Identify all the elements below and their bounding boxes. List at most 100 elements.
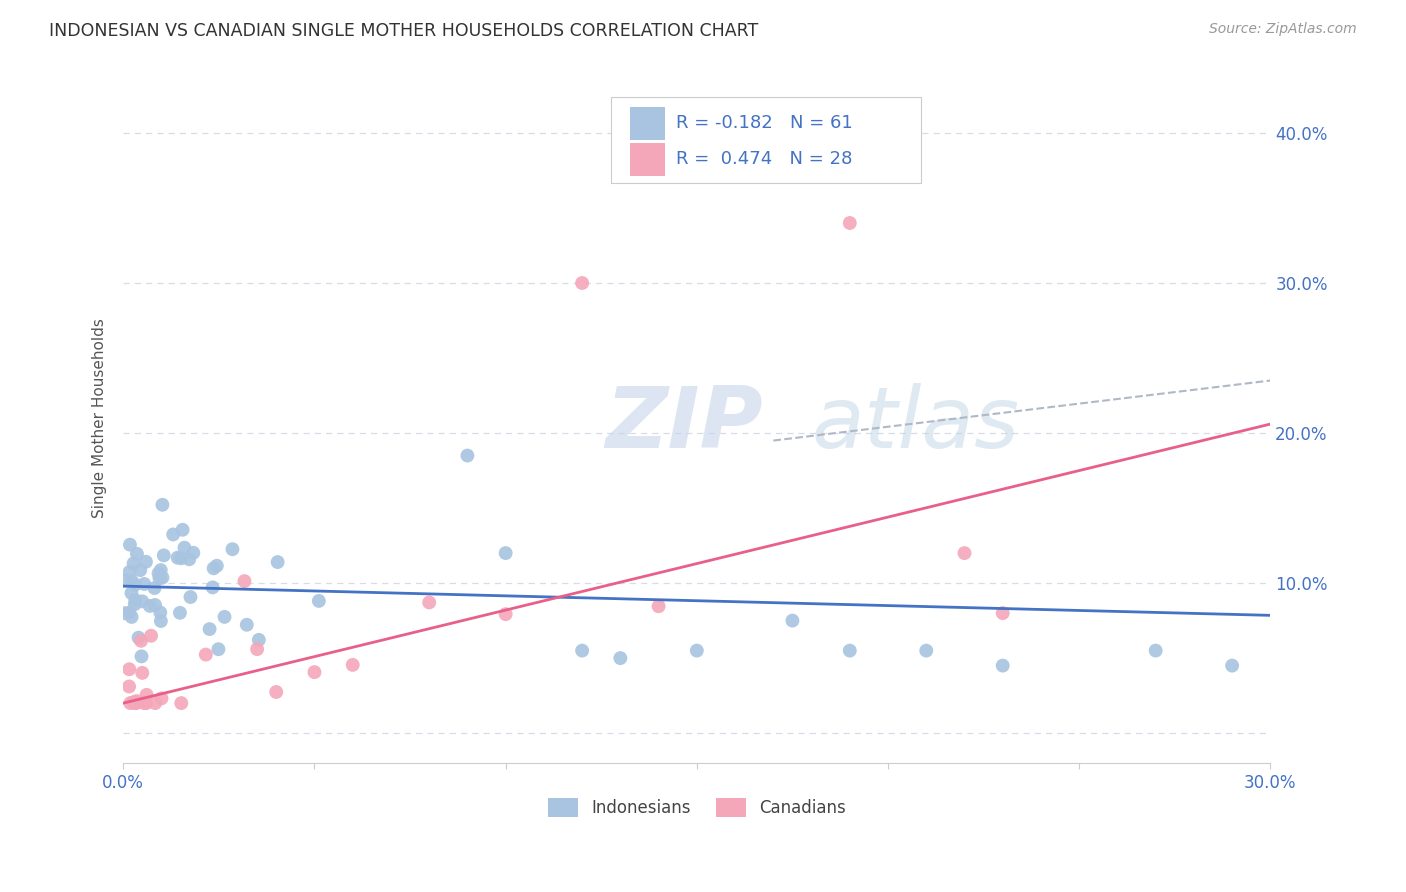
Point [149,614,172,628]
Point [143,598,166,612]
Point [139,629,162,643]
Text: atlas: atlas [811,384,1019,467]
Point [198,622,221,636]
Point [172,523,194,537]
Text: R =  0.474   N = 28: R = 0.474 N = 28 [676,150,852,169]
Point [124,696,146,710]
Point [114,606,136,620]
Point [170,551,193,566]
Point [179,590,201,604]
Text: INDONESIAN VS CANADIAN SINGLE MOTHER HOUSEHOLDS CORRELATION CHART: INDONESIAN VS CANADIAN SINGLE MOTHER HOU… [49,22,758,40]
Point [246,642,269,657]
Point [134,577,156,591]
Point [150,691,173,706]
Point [236,617,259,632]
Point [838,643,860,657]
Point [148,571,170,585]
Point [571,643,593,657]
Point [214,610,236,624]
Point [148,566,170,581]
Point [129,563,152,577]
Point [609,651,631,665]
Point [149,563,172,577]
Point [135,555,157,569]
Point [264,685,287,699]
Point [118,662,141,676]
Legend: Indonesians, Canadians: Indonesians, Canadians [541,791,852,824]
Point [152,571,174,585]
Point [152,549,174,563]
Point [134,696,156,710]
Point [838,216,860,230]
Point [782,614,804,628]
Point [125,694,148,708]
Point [1220,658,1243,673]
Point [114,574,136,588]
Point [149,606,172,620]
Point [179,552,201,566]
Point [183,546,205,560]
Point [170,696,193,710]
Point [418,595,440,609]
Point [152,498,174,512]
Point [122,695,145,709]
FancyBboxPatch shape [610,97,921,184]
Point [456,449,478,463]
Point [143,581,166,595]
Point [233,574,256,588]
Point [342,657,364,672]
Bar [630,107,665,140]
Point [125,547,148,561]
Point [125,696,148,710]
Point [131,594,153,608]
Point [221,542,243,557]
Point [953,546,976,560]
Text: ZIP: ZIP [605,384,762,467]
Text: Source: ZipAtlas.com: Source: ZipAtlas.com [1209,22,1357,37]
Point [124,577,146,591]
Point [169,606,191,620]
Point [118,565,141,579]
Point [166,550,188,565]
Point [118,606,141,620]
Point [173,541,195,555]
Point [207,642,229,657]
Point [647,599,669,614]
Bar [630,143,665,176]
Point [1144,643,1167,657]
Point [131,665,153,680]
Point [162,527,184,541]
Point [495,607,517,622]
Point [194,648,217,662]
Point [202,561,225,575]
Point [118,680,141,694]
Y-axis label: Single Mother Households: Single Mother Households [93,318,107,518]
Point [308,594,330,608]
Point [686,643,709,657]
Point [124,597,146,611]
Point [205,558,228,573]
Point [135,696,157,710]
Point [143,696,166,710]
Point [571,276,593,290]
Point [129,633,152,648]
Point [991,658,1014,673]
Point [118,538,141,552]
Point [122,557,145,571]
Text: R = -0.182   N = 61: R = -0.182 N = 61 [676,114,853,132]
Point [128,631,150,645]
Point [495,546,517,560]
Point [266,555,288,569]
Point [139,599,162,613]
Point [131,649,153,664]
Point [991,606,1014,620]
Point [915,643,938,657]
Point [304,665,326,679]
Point [135,688,157,702]
Point [121,574,143,589]
Point [201,581,224,595]
Point [124,593,146,607]
Point [121,586,143,600]
Point [120,696,142,710]
Point [121,610,143,624]
